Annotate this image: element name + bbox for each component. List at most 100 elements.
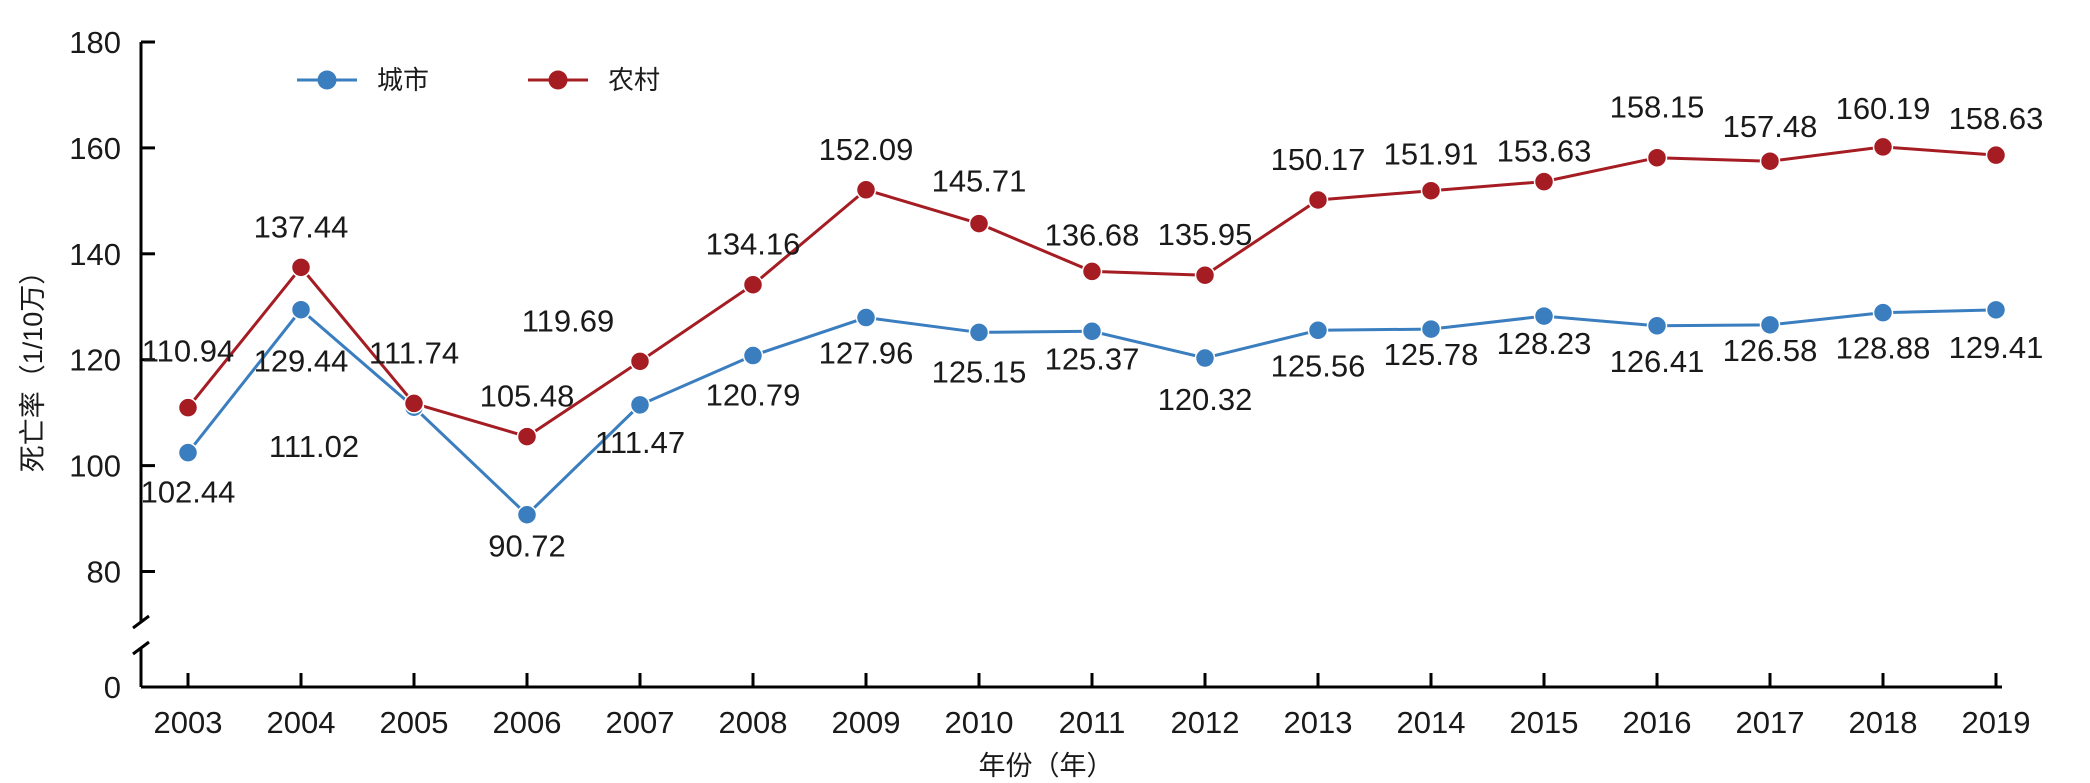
- data-point: [742, 274, 764, 295]
- y-tick-label: 140: [69, 237, 121, 272]
- data-point: [290, 299, 312, 320]
- data-point: [968, 213, 990, 234]
- data-label: 111.74: [369, 335, 459, 370]
- data-point: [177, 442, 199, 463]
- data-point: [177, 397, 199, 418]
- data-point: [1307, 320, 1329, 341]
- legend-label: 农村: [608, 65, 660, 95]
- data-point: [1759, 314, 1781, 336]
- data-label: 129.44: [254, 344, 349, 379]
- data-label: 160.19: [1836, 91, 1931, 126]
- x-tick-label: 2011: [1059, 705, 1126, 740]
- legend-marker: [317, 70, 337, 90]
- data-point: [968, 322, 990, 343]
- data-label: 105.48: [480, 379, 575, 414]
- data-label: 134.16: [706, 227, 801, 262]
- data-label: 158.15: [1610, 90, 1705, 125]
- data-label: 111.02: [269, 429, 359, 464]
- data-point: [290, 257, 312, 278]
- data-label: 102.44: [141, 475, 236, 510]
- data-label: 151.91: [1384, 137, 1479, 172]
- y-tick-label: 120: [69, 343, 121, 378]
- data-label: 153.63: [1497, 134, 1592, 169]
- data-point: [629, 351, 651, 372]
- data-point: [1533, 305, 1555, 327]
- data-point: [742, 345, 764, 366]
- data-point: [629, 394, 651, 416]
- data-label: 120.32: [1158, 382, 1253, 417]
- data-label: 125.78: [1384, 337, 1479, 372]
- legend-marker: [548, 70, 568, 90]
- data-point: [1307, 189, 1329, 211]
- x-tick-label: 2017: [1736, 705, 1805, 740]
- data-label: 127.96: [819, 336, 914, 371]
- data-point: [855, 179, 877, 201]
- x-tick-label: 2007: [606, 705, 675, 740]
- x-tick-label: 2014: [1397, 705, 1466, 740]
- data-label: 126.41: [1610, 344, 1705, 379]
- data-label: 126.58: [1723, 333, 1818, 368]
- y-axis-title: 死亡率（1/10万）: [18, 258, 48, 473]
- axis-break-mark: [132, 640, 150, 656]
- data-label: 136.68: [1045, 217, 1140, 252]
- x-tick-label: 2005: [380, 705, 449, 740]
- x-tick-label: 2012: [1171, 705, 1240, 740]
- data-point: [1646, 147, 1668, 168]
- data-point: [516, 426, 538, 447]
- axis-break-mark: [132, 614, 150, 630]
- legend: 城市 农村: [297, 65, 660, 95]
- x-tick-label: 2009: [832, 705, 901, 740]
- x-tick-label: 2010: [945, 705, 1014, 740]
- data-label: 135.95: [1158, 217, 1253, 252]
- y-tick-label: 100: [69, 449, 121, 484]
- data-label: 125.37: [1045, 341, 1140, 376]
- data-point: [403, 393, 425, 414]
- data-point: [1872, 136, 1894, 158]
- x-tick-label: 2003: [154, 705, 223, 740]
- data-label: 129.41: [1949, 330, 2044, 365]
- data-point: [1420, 318, 1442, 340]
- data-point: [1985, 299, 2007, 321]
- data-point: [1081, 261, 1103, 282]
- data-point: [1081, 321, 1103, 342]
- legend-label: 城市: [377, 65, 429, 95]
- data-label: 152.09: [819, 132, 914, 167]
- data-label: 111.47: [595, 425, 685, 460]
- data-point: [1420, 180, 1442, 201]
- data-point: [1985, 144, 2007, 166]
- data-point: [855, 307, 877, 328]
- data-label: 137.44: [254, 209, 349, 244]
- x-tick-label: 2018: [1849, 705, 1918, 740]
- data-label: 157.48: [1723, 109, 1818, 144]
- data-label: 119.69: [522, 303, 615, 338]
- y-tick-label: 160: [69, 131, 121, 166]
- x-tick-label: 2004: [267, 705, 336, 740]
- axes: 0 80 100 120 140 160 180 2003 2004 2005 2006 2007 20…: [69, 25, 2030, 740]
- data-labels: 102.44 129.44 111.02 90.72 111.47 120.79 127.9…: [141, 90, 2044, 564]
- series-points: [177, 136, 2007, 525]
- data-point: [1872, 302, 1894, 323]
- data-label: 125.56: [1271, 348, 1366, 383]
- series-line-1: [186, 145, 1997, 439]
- data-point: [1646, 315, 1668, 337]
- data-point: [1533, 171, 1555, 192]
- x-tick-label: 2013: [1284, 705, 1353, 740]
- data-label: 145.71: [932, 164, 1027, 199]
- y-tick-label: 80: [87, 555, 121, 590]
- data-point: [516, 504, 538, 525]
- data-label: 128.88: [1836, 331, 1931, 366]
- data-point: [1194, 264, 1216, 286]
- x-tick-label: 2016: [1623, 705, 1692, 740]
- data-label: 150.17: [1271, 142, 1366, 177]
- data-label: 120.79: [706, 378, 801, 413]
- y-tick-label: 0: [104, 670, 121, 705]
- x-axis-title: 年份（年）: [979, 751, 1114, 781]
- x-tick-label: 2008: [719, 705, 788, 740]
- data-point: [1759, 150, 1781, 172]
- data-label: 110.94: [142, 334, 235, 369]
- x-tick-label: 2006: [493, 705, 562, 740]
- x-tick-label: 2015: [1510, 705, 1579, 740]
- y-tick-label: 180: [69, 25, 121, 60]
- x-tick-label: 2019: [1962, 705, 2031, 740]
